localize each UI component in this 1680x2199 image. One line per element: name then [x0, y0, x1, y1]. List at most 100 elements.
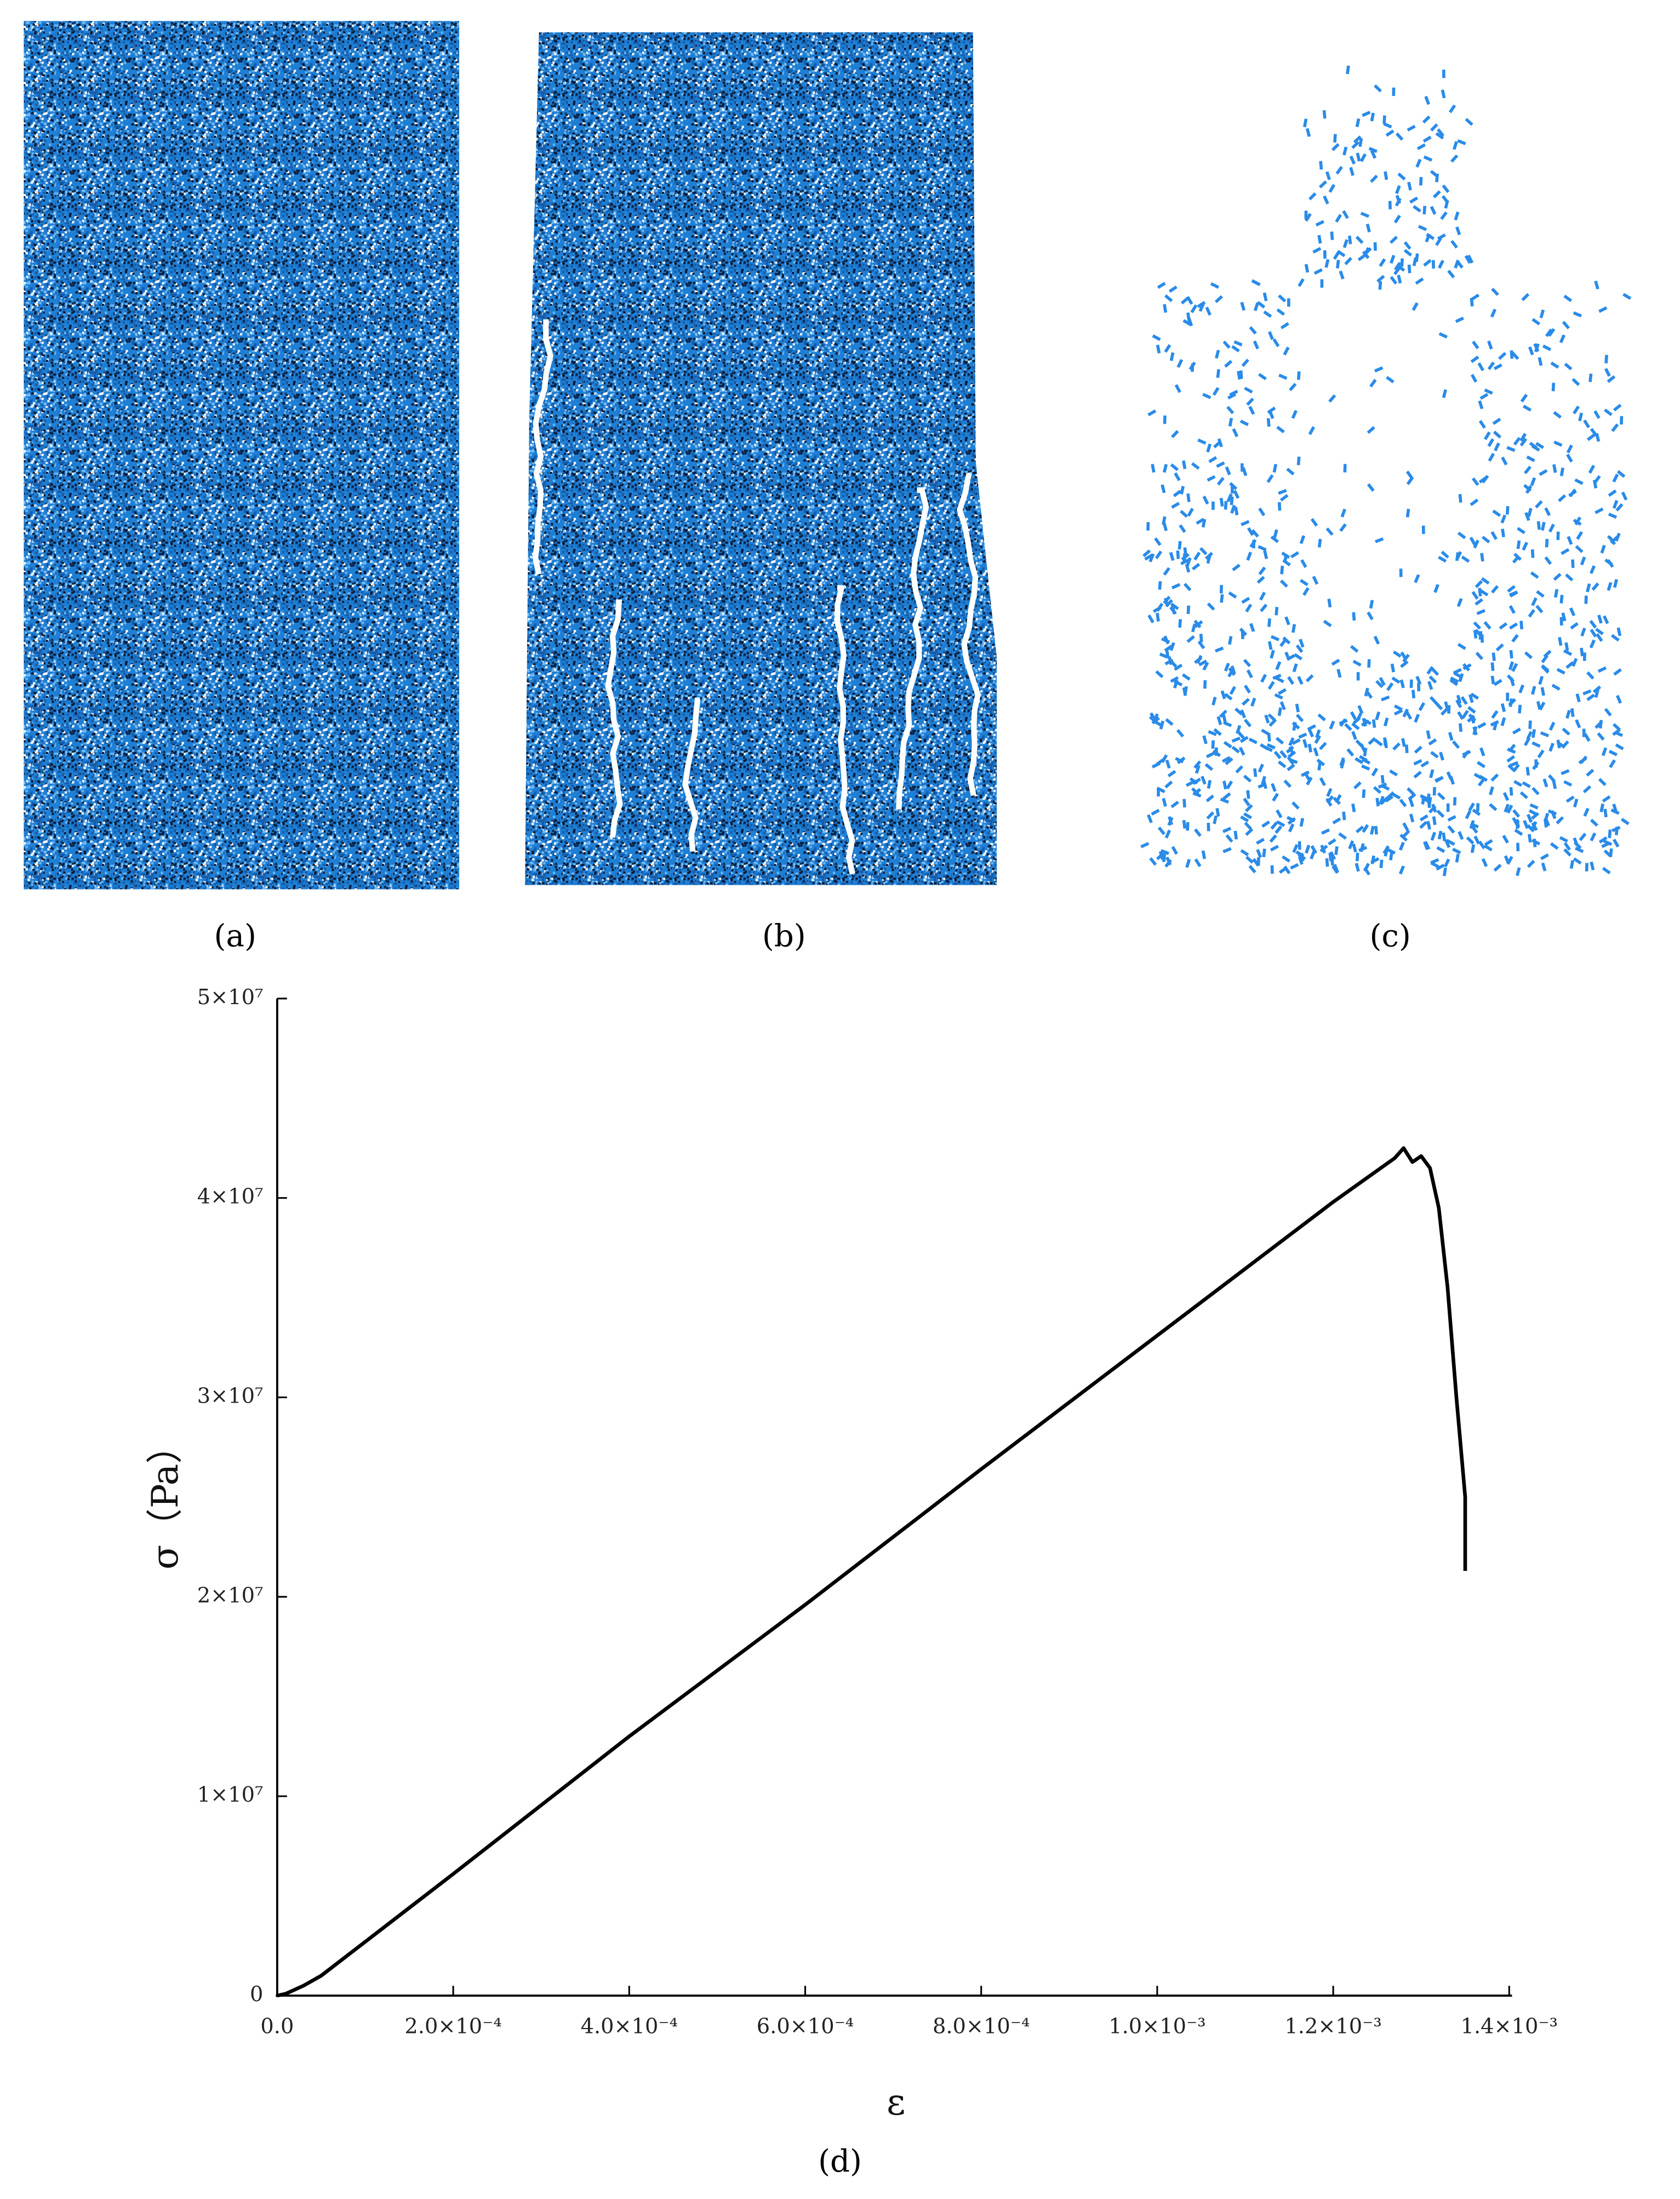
- crack: [1601, 747, 1608, 756]
- crack: [1608, 829, 1612, 839]
- crack: [1522, 781, 1531, 788]
- crack: [1432, 190, 1441, 198]
- crack: [1344, 723, 1352, 731]
- crack: [1450, 240, 1458, 249]
- crack: [1270, 650, 1275, 659]
- crack: [1190, 304, 1198, 314]
- crack: [1511, 634, 1519, 643]
- crack: [1348, 840, 1355, 850]
- crack: [1373, 635, 1380, 645]
- crack: [1553, 573, 1562, 581]
- crack: [1262, 848, 1266, 858]
- crack: [1208, 730, 1217, 737]
- crack: [1221, 756, 1231, 763]
- crack: [1317, 538, 1322, 548]
- crack: [1556, 739, 1561, 749]
- crack: [1226, 406, 1235, 414]
- crack: [1390, 254, 1396, 264]
- crack: [1283, 346, 1290, 356]
- crack: [1414, 574, 1420, 583]
- x-axis-title: ε: [887, 2081, 905, 2123]
- crack: [1344, 257, 1352, 265]
- crack: [1476, 609, 1485, 616]
- crack: [1412, 302, 1419, 311]
- crack: [1321, 828, 1330, 835]
- crack: [1613, 403, 1622, 412]
- crack: [1395, 185, 1401, 195]
- crack: [1205, 794, 1214, 802]
- crack: [1164, 344, 1172, 353]
- crack: [1552, 780, 1557, 789]
- crack: [1298, 278, 1305, 287]
- crack: [1148, 553, 1155, 562]
- crack: [1469, 537, 1477, 546]
- crack: [1239, 370, 1243, 379]
- crack: [1176, 729, 1185, 738]
- crack: [1399, 834, 1408, 842]
- crack: [1317, 235, 1322, 244]
- crack: [1335, 166, 1343, 175]
- crack: [1170, 463, 1179, 471]
- crack: [1370, 150, 1377, 159]
- crack: [1507, 764, 1516, 772]
- crack: [1422, 115, 1431, 124]
- crack: [1461, 710, 1469, 719]
- crack: [1363, 867, 1371, 876]
- crack: [1202, 392, 1212, 400]
- crack: [1418, 702, 1426, 711]
- crack: [1422, 206, 1427, 215]
- crack: [1195, 765, 1201, 774]
- crack: [1415, 253, 1419, 263]
- crack: [1569, 860, 1575, 869]
- crack: [1513, 437, 1521, 446]
- crack: [1531, 839, 1541, 846]
- crack: [1152, 334, 1161, 341]
- crack: [1222, 827, 1232, 834]
- crack: [1604, 708, 1612, 717]
- crack: [1277, 707, 1282, 716]
- crack: [1490, 531, 1498, 540]
- crack: [1563, 649, 1573, 656]
- crack: [1342, 210, 1349, 219]
- crack: [1522, 542, 1529, 551]
- crack: [1547, 328, 1556, 337]
- crack: [1270, 845, 1279, 852]
- crack: [1389, 769, 1398, 777]
- crack: [1430, 858, 1439, 864]
- crack: [1155, 550, 1163, 560]
- crack: [1510, 677, 1515, 687]
- crack: [1525, 767, 1530, 776]
- crack: [1527, 859, 1535, 868]
- crack: [1290, 863, 1299, 870]
- crack: [1237, 371, 1242, 380]
- crack: [1464, 255, 1472, 264]
- crack: [1149, 712, 1157, 721]
- crack: [1424, 95, 1431, 105]
- crack: [1431, 668, 1439, 676]
- crack: [1403, 249, 1413, 257]
- crack: [1240, 815, 1249, 823]
- crack: [1487, 340, 1493, 350]
- crack: [1235, 725, 1242, 734]
- crack: [1171, 430, 1179, 438]
- crack: [1541, 862, 1547, 871]
- crack: [1575, 719, 1581, 728]
- crack: [1284, 651, 1291, 661]
- crack: [1478, 420, 1486, 429]
- crack: [1479, 589, 1489, 597]
- crack: [1526, 731, 1533, 740]
- crack: [1328, 184, 1336, 193]
- crack: [1294, 653, 1302, 660]
- crack: [1472, 726, 1478, 736]
- crack: [1603, 839, 1613, 846]
- crack: [1245, 856, 1254, 864]
- crack: [1362, 789, 1366, 798]
- crack: [1304, 264, 1310, 273]
- crack: [1279, 701, 1286, 710]
- crack: [1524, 651, 1533, 659]
- crack: [1419, 814, 1428, 822]
- crack: [1326, 788, 1333, 797]
- crack: [1299, 535, 1306, 544]
- crack: [1613, 579, 1618, 588]
- crack: [1509, 590, 1518, 598]
